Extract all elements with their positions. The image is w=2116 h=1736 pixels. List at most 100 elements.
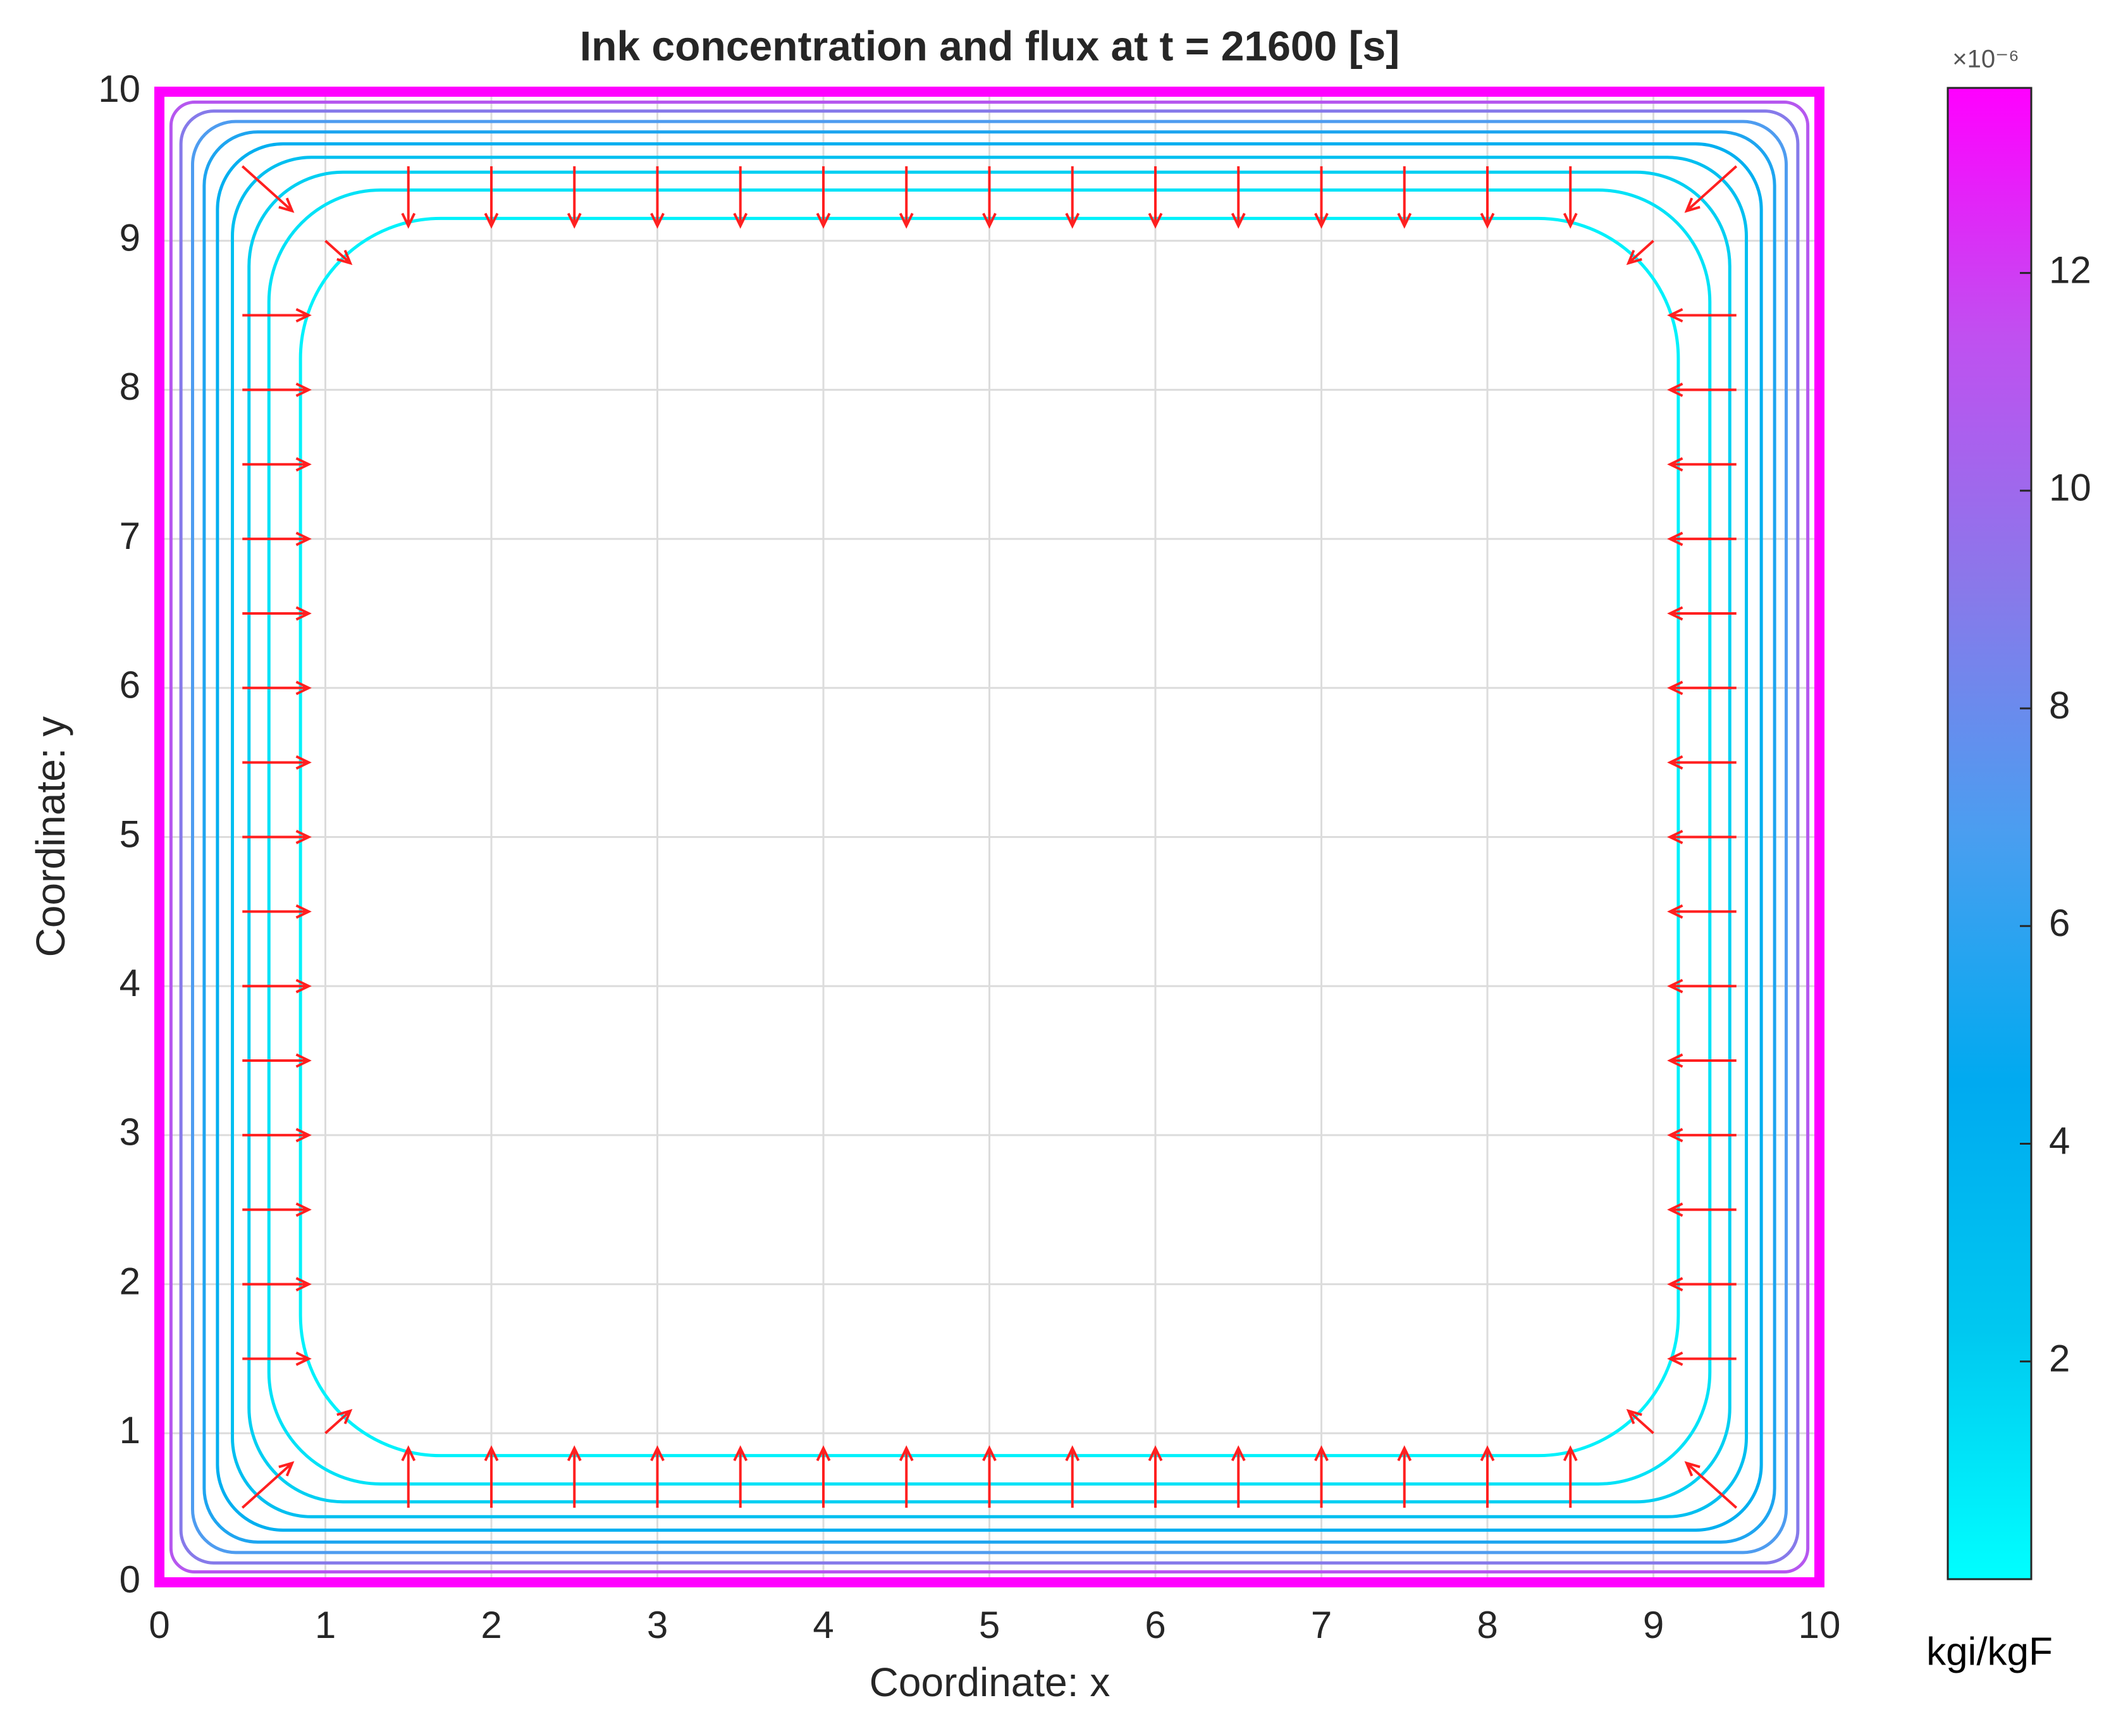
colorbar <box>1947 87 2033 1580</box>
y-tick-label: 7 <box>120 515 140 557</box>
flux-arrow <box>650 1445 665 1508</box>
y-tick-label: 2 <box>120 1260 140 1302</box>
flux-arrow <box>1667 457 1737 472</box>
flux-arrow <box>1667 755 1737 770</box>
flux-arrow <box>242 1053 312 1068</box>
flux-arrow <box>1314 1445 1329 1508</box>
flux-arrow <box>242 904 312 919</box>
flux-arrow <box>1667 680 1737 696</box>
flux-arrow <box>650 166 665 229</box>
flux-arrow <box>242 457 312 472</box>
flux-arrow <box>1667 531 1737 546</box>
flux-arrow <box>241 1461 295 1509</box>
contour-line <box>179 109 1800 1565</box>
flux-arrow <box>1667 830 1737 844</box>
flux-arrow <box>1148 1445 1163 1508</box>
flux-arrow <box>1314 166 1329 229</box>
y-tick-label: 0 <box>120 1558 140 1601</box>
colorbar-unit: kgi/kgF <box>1926 1630 2053 1673</box>
flux-arrow <box>1397 1445 1412 1508</box>
flux-arrow <box>1667 308 1737 323</box>
flux-arrow <box>982 166 997 229</box>
colorbar-tick-label: 8 <box>2049 684 2070 727</box>
flux-arrow <box>1626 240 1654 266</box>
flux-arrow <box>242 1351 312 1366</box>
flux-arrow <box>242 1128 312 1143</box>
y-tick-label: 9 <box>120 217 140 259</box>
flux-arrow <box>1397 166 1412 229</box>
y-tick-label: 6 <box>120 664 140 706</box>
x-tick-label: 3 <box>647 1604 668 1646</box>
flux-arrow <box>242 830 312 844</box>
flux-arrow <box>242 978 312 994</box>
flux-arrow <box>242 531 312 546</box>
contour-line <box>202 130 1776 1544</box>
flux-arrow <box>1480 166 1495 229</box>
chart-title: Ink concentration and flux at t = 21600 … <box>580 22 1400 69</box>
flux-arrow <box>733 1445 748 1508</box>
flux-arrow <box>982 1445 997 1508</box>
flux-arrow <box>401 166 416 229</box>
colorbar-multiplier: ×10⁻⁶ <box>1952 46 2019 73</box>
flux-arrow <box>1667 383 1737 397</box>
flux-arrow <box>324 240 353 266</box>
flux-arrow <box>1667 1202 1737 1217</box>
contour-line <box>231 156 1748 1518</box>
flux-arrow <box>899 1445 914 1508</box>
x-tick-label: 6 <box>1145 1604 1166 1646</box>
colorbar-tick-label: 4 <box>2049 1119 2070 1162</box>
flux-arrow <box>1065 166 1080 229</box>
flux-arrow <box>1667 1351 1737 1366</box>
flux-arrow <box>1563 1445 1578 1508</box>
flux-arrow <box>1684 165 1738 213</box>
flux-arrow <box>242 755 312 770</box>
y-tick-label: 5 <box>120 813 140 855</box>
flux-arrow <box>324 1408 353 1434</box>
y-tick-label: 4 <box>120 962 140 1004</box>
flux-arrow <box>242 308 312 323</box>
flux-arrow <box>567 1445 582 1508</box>
flux-arrow <box>1667 904 1737 919</box>
flux-arrow <box>1065 1445 1080 1508</box>
flux-arrow <box>242 606 312 621</box>
y-tick-label: 1 <box>120 1409 140 1451</box>
flux-arrow <box>242 1202 312 1217</box>
y-tick-label: 8 <box>120 366 140 408</box>
flux-arrow <box>401 1445 416 1508</box>
flux-arrow <box>242 1277 312 1291</box>
flux-arrow <box>242 680 312 696</box>
flux-arrow <box>1667 1053 1737 1068</box>
flux-arrow <box>1667 606 1737 621</box>
contour-line <box>154 87 1824 1587</box>
x-tick-label: 9 <box>1643 1604 1664 1646</box>
flux-arrow <box>1563 166 1578 229</box>
contour-line <box>191 120 1788 1554</box>
y-tick-label: 3 <box>120 1111 140 1154</box>
x-axis-label: Coordinate: x <box>870 1659 1110 1705</box>
flux-arrow <box>1148 166 1163 229</box>
contour-line <box>169 100 1810 1574</box>
flux-arrow <box>1480 1445 1495 1508</box>
flux-arrow <box>899 166 914 229</box>
flux-arrow <box>241 165 295 213</box>
flux-arrow <box>1667 978 1737 994</box>
x-tick-label: 10 <box>1799 1604 1841 1646</box>
flux-arrow <box>1667 1128 1737 1143</box>
colorbar-tick-label: 10 <box>2049 467 2091 509</box>
x-tick-label: 7 <box>1311 1604 1332 1646</box>
y-axis-label: Coordinate: y <box>28 717 73 957</box>
flux-arrow <box>1684 1461 1738 1509</box>
flux-arrow <box>733 166 748 229</box>
flux-arrow <box>484 1445 499 1508</box>
y-tick-label: 10 <box>98 68 140 110</box>
flux-arrow <box>816 1445 831 1508</box>
flux-arrow <box>484 166 499 229</box>
x-tick-label: 4 <box>813 1604 833 1646</box>
flux-arrow <box>1626 1408 1654 1434</box>
x-tick-label: 0 <box>149 1604 169 1646</box>
flux-arrow <box>567 166 582 229</box>
x-tick-label: 8 <box>1477 1604 1498 1646</box>
x-tick-label: 2 <box>481 1604 501 1646</box>
contour-line <box>216 142 1763 1532</box>
